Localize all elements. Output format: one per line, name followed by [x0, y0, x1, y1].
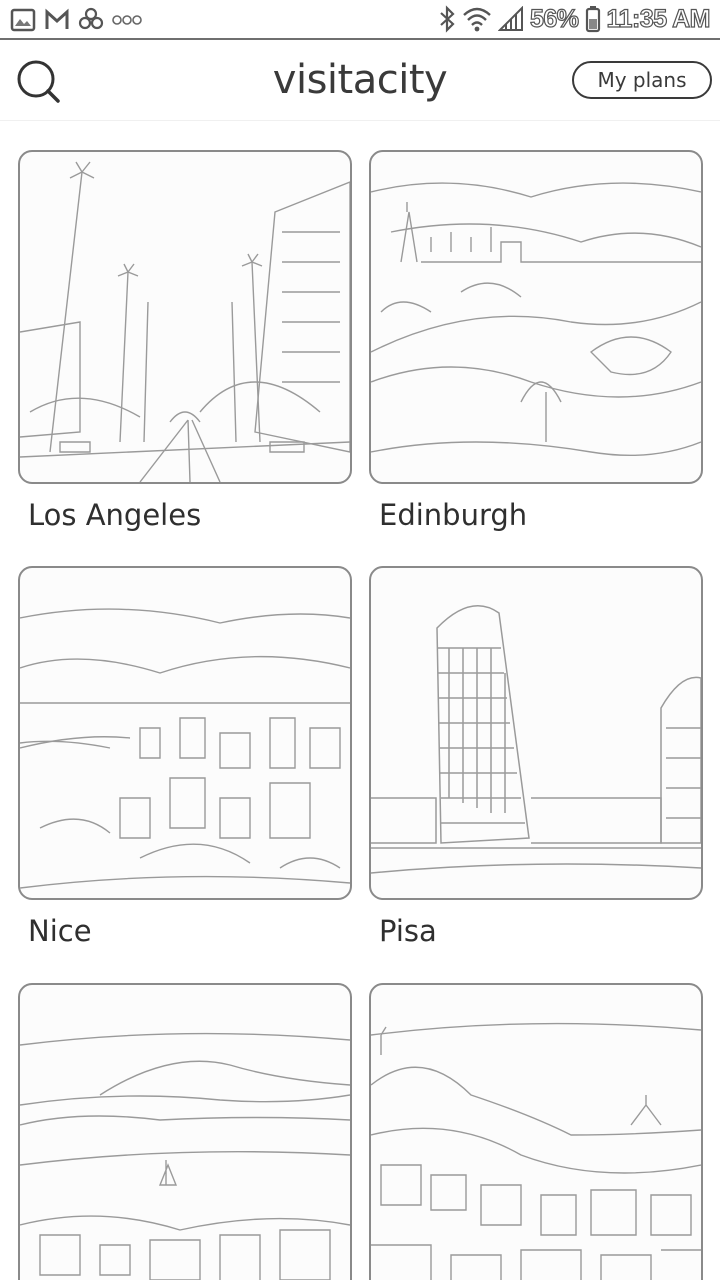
gallery-icon [10, 8, 36, 32]
battery-percentage: 56% [529, 4, 579, 33]
system-icons: 56% 11:35 AM [438, 4, 711, 34]
city-card-hillside[interactable] [369, 983, 703, 1280]
city-photo-edinburgh [369, 150, 703, 484]
notification-icons [10, 7, 142, 33]
bluetooth-icon [440, 5, 455, 33]
signal-icon [497, 6, 523, 31]
city-card-nice[interactable]: Nice [18, 566, 352, 949]
app-bar: visitacity My plans [0, 40, 720, 121]
city-card-bay[interactable] [18, 983, 352, 1280]
city-photo-hillside [369, 983, 703, 1280]
pinwheel-icon [78, 7, 104, 30]
gmail-icon [45, 8, 69, 29]
city-name: Los Angeles [28, 498, 202, 532]
city-photo-pisa [369, 566, 703, 900]
search-button[interactable] [14, 58, 64, 106]
status-bar: 56% 11:35 AM [0, 0, 720, 40]
city-photo-bay [18, 983, 352, 1280]
city-name: Edinburgh [379, 498, 528, 532]
app-logo: visitacity [272, 57, 448, 103]
my-plans-button[interactable]: My plans [572, 61, 712, 99]
city-name: Nice [28, 914, 92, 948]
city-photo-los-angeles [18, 150, 352, 484]
city-photo-nice [18, 566, 352, 900]
city-grid: Los Angeles Edinburgh [0, 120, 720, 1280]
city-name: Pisa [379, 914, 437, 948]
city-card-los-angeles[interactable]: Los Angeles [18, 150, 352, 533]
city-card-pisa[interactable]: Pisa [369, 566, 703, 949]
wifi-icon [463, 7, 491, 32]
more-icon [112, 15, 142, 25]
search-icon [17, 60, 60, 103]
clock: 11:35 AM [606, 4, 711, 33]
city-card-edinburgh[interactable]: Edinburgh [369, 150, 703, 533]
battery-icon [585, 6, 600, 33]
